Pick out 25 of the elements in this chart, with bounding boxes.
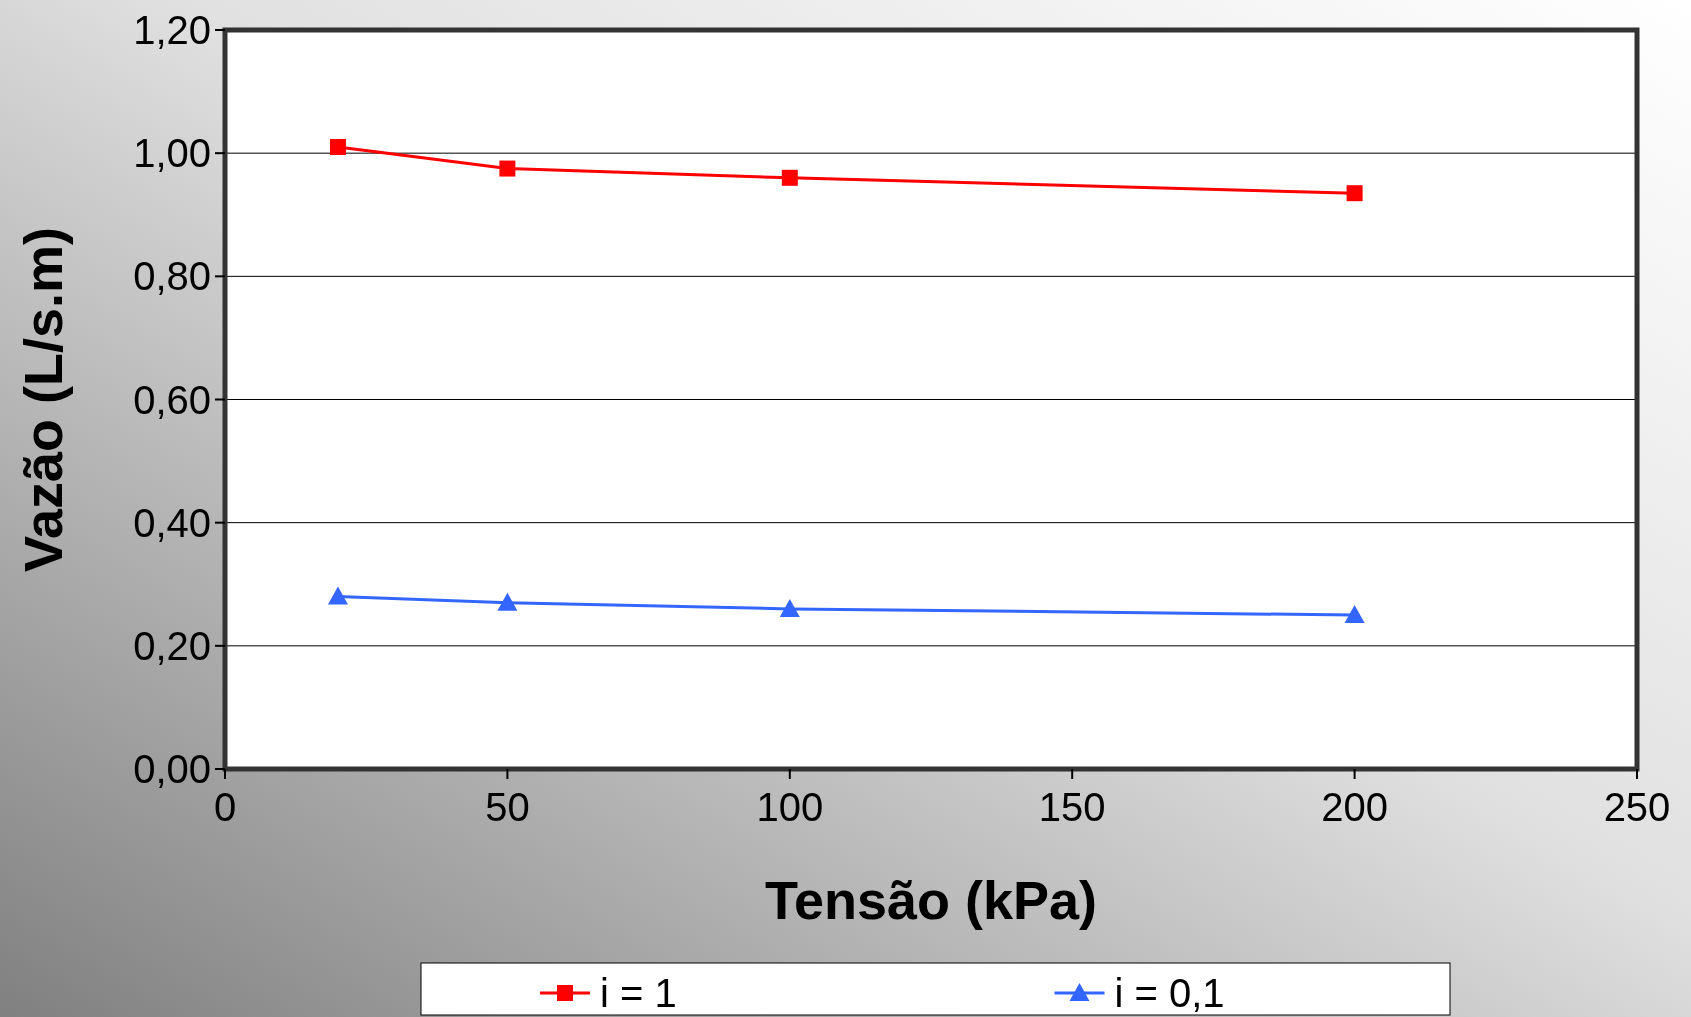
y-tick-label: 0,80 [133, 254, 211, 299]
y-tick-label: 0,40 [133, 500, 211, 545]
legend-label: i = 1 [600, 971, 677, 1015]
y-tick-label: 0,60 [133, 377, 211, 422]
point [327, 586, 348, 605]
x-axis-title: Tensão (kPa) [764, 870, 1098, 930]
x-tick-label: 50 [485, 785, 530, 829]
point [1346, 185, 1363, 202]
x-tick-label: 200 [1321, 785, 1388, 829]
point [497, 592, 518, 611]
x-tick-label: 100 [756, 785, 824, 829]
point [1344, 605, 1365, 624]
x-tick-label: 0 [213, 785, 237, 829]
x-tick-label: 150 [1038, 785, 1106, 829]
y-tick-label: 1,20 [133, 8, 211, 52]
y-tick-label: 0,00 [133, 747, 211, 791]
legend-label: i = 0,1 [1114, 971, 1225, 1015]
y-tick-label: 1,00 [133, 131, 211, 176]
point [779, 598, 800, 617]
point [329, 139, 346, 156]
x-tick-label: 250 [1603, 785, 1671, 829]
y-tick-label: 0,20 [133, 623, 211, 668]
y-axis-title: Vazão (L/s.m) [13, 226, 73, 573]
point [781, 169, 798, 186]
point [499, 160, 516, 177]
